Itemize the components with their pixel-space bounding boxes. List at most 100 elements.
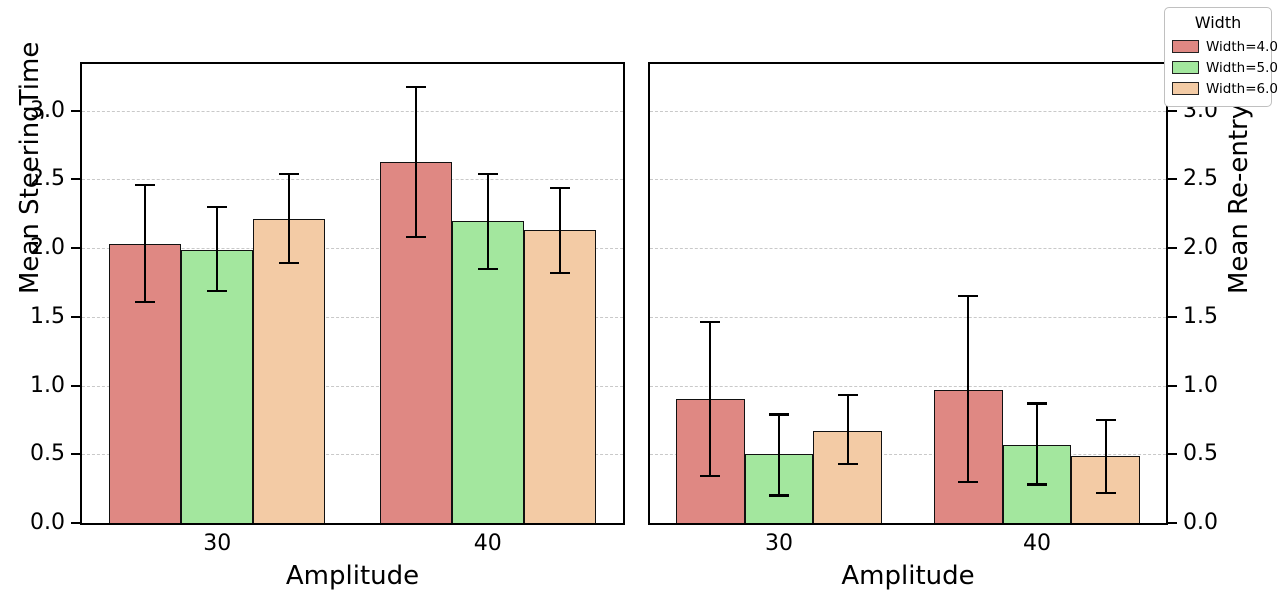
gridline: [82, 248, 623, 250]
error-bar-cap-bottom: [405, 236, 426, 239]
legend-item: Width=5.0: [1172, 57, 1278, 78]
gridline: [650, 248, 1166, 250]
error-bar-cap-top: [700, 321, 721, 324]
error-bar-line: [709, 322, 712, 477]
error-bar-line: [1035, 403, 1039, 485]
legend-items: Width=4.0 Width=5.0 Width=6.0: [1172, 36, 1278, 99]
y-tick-label: 1.5: [1183, 303, 1218, 329]
error-bar-cap-bottom: [958, 480, 979, 483]
bar: [253, 219, 326, 523]
error-bar-line: [846, 395, 849, 464]
y-tick-mark: [71, 178, 80, 181]
error-bar-cap-top: [549, 186, 570, 189]
x-tick-label: 40: [1023, 531, 1051, 556]
error-bar-cap-bottom: [549, 271, 570, 274]
y-tick-mark: [1168, 109, 1177, 112]
legend-label: Width=6.0: [1206, 80, 1279, 97]
x-tick-label: 40: [473, 531, 502, 556]
error-bar-cap-bottom: [1027, 483, 1047, 486]
error-bar-line: [414, 87, 417, 238]
y-tick-label: 2.5: [30, 166, 65, 192]
error-bar-cap-top: [279, 172, 300, 176]
error-bar-line: [486, 173, 489, 269]
error-bar-line: [144, 184, 147, 302]
y-tick-mark: [71, 453, 80, 456]
legend-item: Width=6.0: [1172, 78, 1278, 99]
gridline: [82, 385, 623, 387]
error-bar-line: [1104, 419, 1107, 493]
error-bar-cap-top: [837, 394, 858, 397]
y-tick-label: 2.0: [30, 235, 65, 261]
gridline: [650, 110, 1166, 112]
error-bar-cap-bottom: [279, 262, 300, 265]
gridline: [650, 316, 1166, 318]
y-tick-mark: [71, 315, 80, 318]
y-tick-mark: [71, 522, 80, 524]
gridline: [650, 385, 1166, 387]
error-bar-cap-top: [1095, 418, 1116, 422]
y-tick-label: 0.5: [1183, 441, 1218, 467]
error-bar-cap-bottom: [769, 494, 789, 497]
y-tick-mark: [1168, 178, 1177, 181]
gridline: [82, 454, 623, 456]
y-tick-mark: [1168, 315, 1177, 318]
x-tick-label: 30: [203, 531, 232, 556]
y-tick-mark: [71, 109, 80, 112]
plot-panel-left: [80, 62, 625, 525]
y-tick-label: 2.0: [1183, 235, 1218, 261]
y-tick-mark: [1168, 384, 1177, 387]
error-bar-cap-top: [769, 413, 789, 416]
error-bar-line: [967, 296, 970, 482]
gridline: [82, 179, 623, 181]
x-axis-label: Amplitude: [285, 561, 420, 591]
error-bar-cap-top: [477, 172, 498, 176]
error-bar-cap-bottom: [837, 462, 858, 465]
gridline: [82, 316, 623, 318]
legend-item: Width=4.0: [1172, 36, 1278, 57]
y-tick-label: 0.5: [30, 441, 65, 467]
bar: [523, 230, 596, 523]
error-bar-cap-top: [405, 86, 426, 89]
plot-panel-right: [648, 62, 1168, 525]
error-bar-line: [288, 173, 291, 264]
y-tick-label: 1.0: [1183, 372, 1218, 398]
error-bar-cap-bottom: [1095, 491, 1116, 494]
y-tick-label: 0.0: [30, 510, 65, 535]
x-tick-label: 30: [765, 531, 793, 556]
y-tick-label: 1.0: [30, 372, 65, 398]
error-bar-cap-top: [1027, 402, 1047, 405]
legend-swatch: [1172, 82, 1199, 95]
y-tick-label: 1.5: [30, 303, 65, 329]
y-tick-label: 3.0: [30, 97, 65, 123]
error-bar-cap-top: [958, 295, 979, 298]
error-bar-line: [777, 414, 781, 496]
plot-area: [82, 64, 623, 523]
error-bar-line: [558, 187, 561, 273]
y-tick-mark: [71, 384, 80, 387]
plot-area: [650, 64, 1166, 523]
gridline: [650, 179, 1166, 181]
y-tick-label: 2.5: [1183, 166, 1218, 192]
legend-label: Width=4.0: [1206, 38, 1279, 55]
legend: Width Width=4.0 Width=5.0 Width=6.0: [1164, 7, 1278, 107]
legend-title: Width: [1194, 13, 1242, 32]
y-tick-label: 0.0: [1183, 510, 1218, 535]
error-bar-cap-top: [207, 205, 228, 208]
error-bar-line: [216, 206, 219, 291]
legend-swatch: [1172, 40, 1199, 53]
y-tick-mark: [1168, 522, 1177, 524]
legend-swatch: [1172, 61, 1199, 74]
error-bar-cap-top: [135, 183, 156, 187]
error-bar-cap-bottom: [135, 300, 156, 303]
bar: [451, 220, 524, 523]
error-bar-cap-bottom: [207, 289, 228, 292]
legend-label: Width=5.0: [1206, 59, 1279, 76]
y-tick-mark: [71, 247, 80, 250]
y-tick-mark: [1168, 247, 1177, 250]
error-bar-cap-bottom: [700, 475, 721, 478]
x-axis-label: Amplitude: [841, 561, 975, 591]
bar: [181, 249, 254, 523]
error-bar-cap-bottom: [477, 267, 498, 270]
gridline: [650, 454, 1166, 456]
